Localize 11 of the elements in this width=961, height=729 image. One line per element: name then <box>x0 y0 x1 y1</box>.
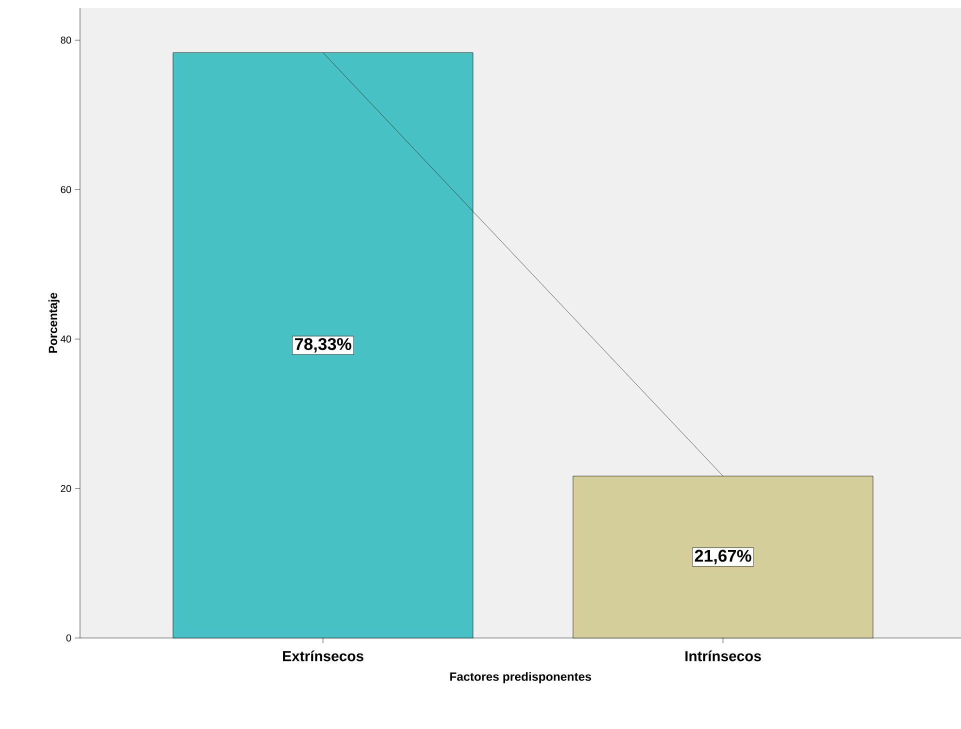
y-tick-label: 60 <box>60 186 72 194</box>
y-tick-label: 40 <box>60 336 72 343</box>
x-axis-title: Factores predisponentes <box>450 672 592 684</box>
data-label: 21,67% <box>694 550 752 564</box>
y-tick-label: 20 <box>60 485 72 492</box>
y-axis-title: Porcentaje <box>48 292 60 353</box>
x-tick-label: Extrínsecos <box>283 650 364 662</box>
x-tick-label: Intrínsecos <box>685 650 761 662</box>
y-tick-label: 0 <box>66 634 72 642</box>
data-label: 78,33% <box>295 338 352 353</box>
y-tick-label: 80 <box>60 36 72 44</box>
